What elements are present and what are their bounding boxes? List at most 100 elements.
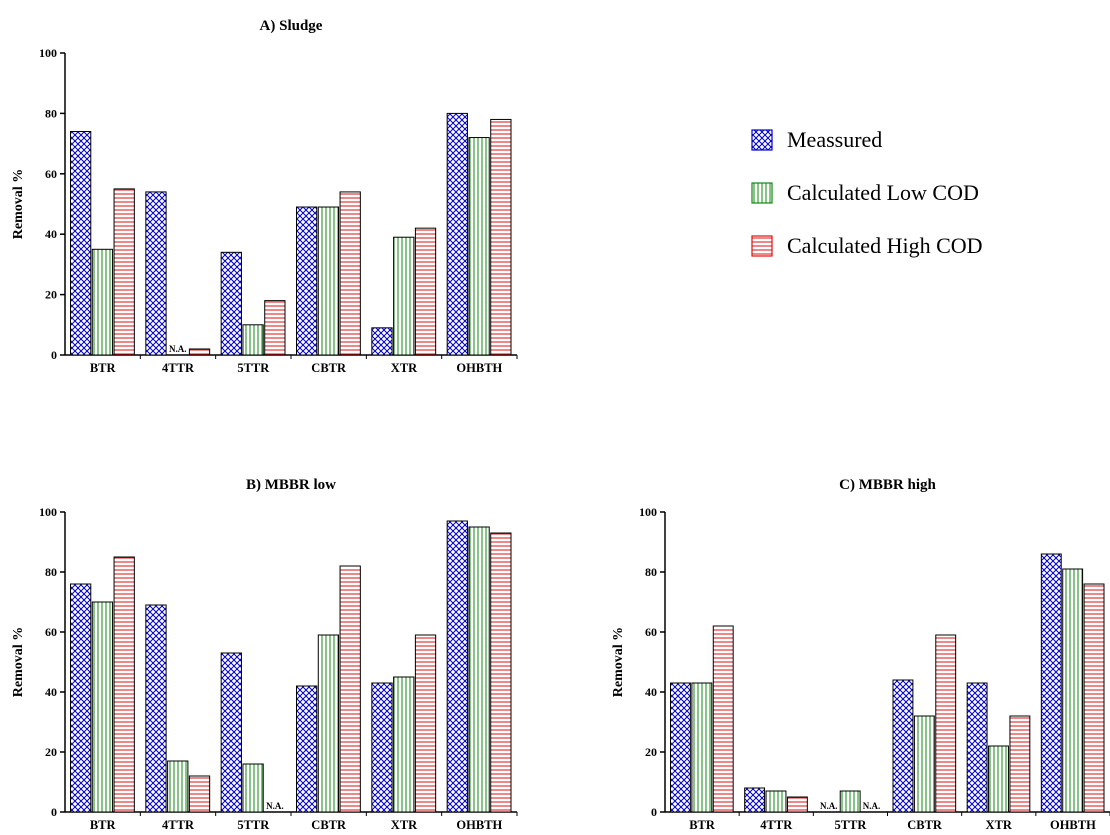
- x-tick-label-4ttr: 4TTR: [162, 818, 195, 832]
- y-tick-label: 80: [45, 565, 57, 579]
- x-tick-label-4ttr: 4TTR: [162, 361, 195, 375]
- bar-5ttr-calc-high: [264, 300, 286, 356]
- bar-ohbth-calc-high: [490, 118, 512, 356]
- y-tick-label: 60: [645, 625, 657, 639]
- bar-5ttr-calc-low: [242, 324, 264, 356]
- x-tick-label-4ttr: 4TTR: [760, 818, 793, 832]
- y-tick-label: 0: [651, 805, 657, 819]
- bar-ohbth-calc-high: [490, 532, 512, 813]
- bar-ohbth-calc-high: [1083, 583, 1105, 813]
- bar-xtr-measured: [966, 682, 988, 813]
- legend-swatch-calculated-high: [751, 235, 773, 257]
- y-tick-label: 60: [45, 167, 57, 181]
- y-tick-label: 80: [645, 565, 657, 579]
- bar-xtr-calc-low: [988, 745, 1009, 813]
- y-tick-label: 20: [645, 745, 657, 759]
- legend-swatch-calculated-low: [751, 182, 773, 204]
- bar-5ttr-measured: [220, 652, 242, 813]
- bar-5ttr-calc-low: [242, 763, 264, 813]
- bar-ohbth-calc-low: [1062, 568, 1084, 813]
- x-tick-label-cbtr: CBTR: [311, 818, 347, 832]
- y-tick-label: 20: [45, 288, 57, 302]
- x-tick-label-xtr: XTR: [391, 818, 418, 832]
- y-tick-label: 0: [51, 805, 57, 819]
- y-axis-label: Removal %: [11, 169, 26, 239]
- chart-title: C) MBBR high: [839, 477, 936, 493]
- bar-cbtr-calc-low: [913, 715, 935, 813]
- bar-ohbth-measured: [1040, 553, 1062, 813]
- x-tick-label-5ttr: 5TTR: [237, 361, 270, 375]
- bar-5ttr-measured: [220, 251, 242, 356]
- bar-btr-calc-high: [113, 556, 135, 813]
- legend-label-calculated-low: Calculated Low COD: [787, 180, 979, 205]
- bar-btr-measured: [70, 131, 92, 356]
- x-tick-label-ohbth: OHBTH: [456, 361, 502, 375]
- bar-xtr-calc-high: [1009, 715, 1031, 813]
- bar-xtr-calc-low: [393, 676, 415, 813]
- x-tick-label-5ttr: 5TTR: [237, 818, 270, 832]
- bar-ohbth-measured: [446, 520, 468, 813]
- y-tick-label: 40: [645, 685, 657, 699]
- legend-item-calculated-low: Calculated Low COD: [751, 180, 979, 205]
- x-tick-label-btr: BTR: [90, 361, 117, 375]
- bar-xtr-measured: [371, 682, 393, 813]
- bar-ohbth-calc-low: [468, 526, 490, 813]
- legend-label-calculated-high: Calculated High COD: [787, 233, 983, 258]
- y-tick-label: 100: [39, 505, 57, 519]
- x-tick-label-5ttr: 5TTR: [834, 818, 867, 832]
- bar-4ttr-measured: [145, 604, 167, 813]
- legend-item-calculated-high: Calculated High COD: [751, 233, 983, 258]
- na-label-5ttr-measured: N.A.: [820, 801, 838, 811]
- x-tick-label-ohbth: OHBTH: [456, 818, 502, 832]
- bar-cbtr-calc-high: [339, 191, 361, 356]
- y-tick-label: 60: [45, 625, 57, 639]
- y-tick-label: 100: [639, 505, 657, 519]
- bar-btr-calc-high: [712, 625, 734, 813]
- bar-btr-calc-high: [113, 188, 135, 356]
- x-tick-label-cbtr: CBTR: [311, 361, 347, 375]
- y-tick-label: 20: [45, 745, 57, 759]
- chart-title: B) MBBR low: [246, 477, 336, 493]
- chart-sludge: A) Sludge Removal % 0 20 40 60 80 100 BTR N.A. 4TT…: [11, 18, 518, 375]
- bar-btr-measured: [670, 682, 691, 813]
- bar-xtr-calc-high: [414, 227, 437, 356]
- bar-btr-calc-low: [691, 682, 713, 813]
- legend-swatch-measured: [751, 129, 773, 151]
- legend-label-measured: Meassured: [787, 127, 882, 152]
- y-axis-label: Removal %: [611, 627, 626, 697]
- x-tick-label-btr: BTR: [90, 818, 117, 832]
- bar-cbtr-calc-high: [339, 565, 361, 813]
- chart-mbbr-low: B) MBBR low Removal % 0 20 40 60 80 100 BTR 4TTR N…: [11, 477, 518, 832]
- y-tick-label: 100: [39, 46, 57, 60]
- bar-4ttr-measured: [744, 787, 766, 813]
- bar-cbtr-calc-high: [935, 634, 957, 813]
- bar-4ttr-calc-high: [786, 796, 808, 813]
- x-tick-label-btr: BTR: [689, 818, 716, 832]
- x-tick-label-xtr: XTR: [391, 361, 418, 375]
- bar-cbtr-measured: [892, 679, 914, 813]
- na-label-5ttr-calc-high: N.A.: [863, 801, 881, 811]
- bar-cbtr-measured: [296, 206, 318, 356]
- legend: Meassured Calculated Low COD Calculated …: [751, 127, 983, 258]
- bar-cbtr-measured: [296, 685, 318, 813]
- bar-5ttr-calc-low: [839, 790, 861, 813]
- chart-title: A) Sludge: [260, 18, 323, 34]
- y-tick-label: 40: [45, 227, 57, 241]
- bar-xtr-measured: [371, 327, 393, 356]
- y-axis-label: Removal %: [11, 627, 26, 697]
- bar-4ttr-calc-low: [765, 790, 787, 813]
- bar-4ttr-calc-low: [167, 760, 189, 813]
- x-tick-label-xtr: XTR: [986, 818, 1013, 832]
- y-tick-label: 80: [45, 106, 57, 120]
- na-label-4ttr-calc-low: N.A.: [169, 344, 187, 354]
- bar-xtr-calc-low: [393, 236, 415, 356]
- bar-btr-calc-low: [91, 248, 114, 356]
- x-tick-label-ohbth: OHBTH: [1050, 818, 1096, 832]
- bar-btr-measured: [70, 583, 92, 813]
- y-tick-label: 40: [45, 685, 57, 699]
- bar-4ttr-calc-high: [188, 348, 211, 356]
- bar-xtr-calc-high: [414, 634, 437, 813]
- bar-4ttr-measured: [145, 191, 167, 356]
- x-tick-label-cbtr: CBTR: [907, 818, 943, 832]
